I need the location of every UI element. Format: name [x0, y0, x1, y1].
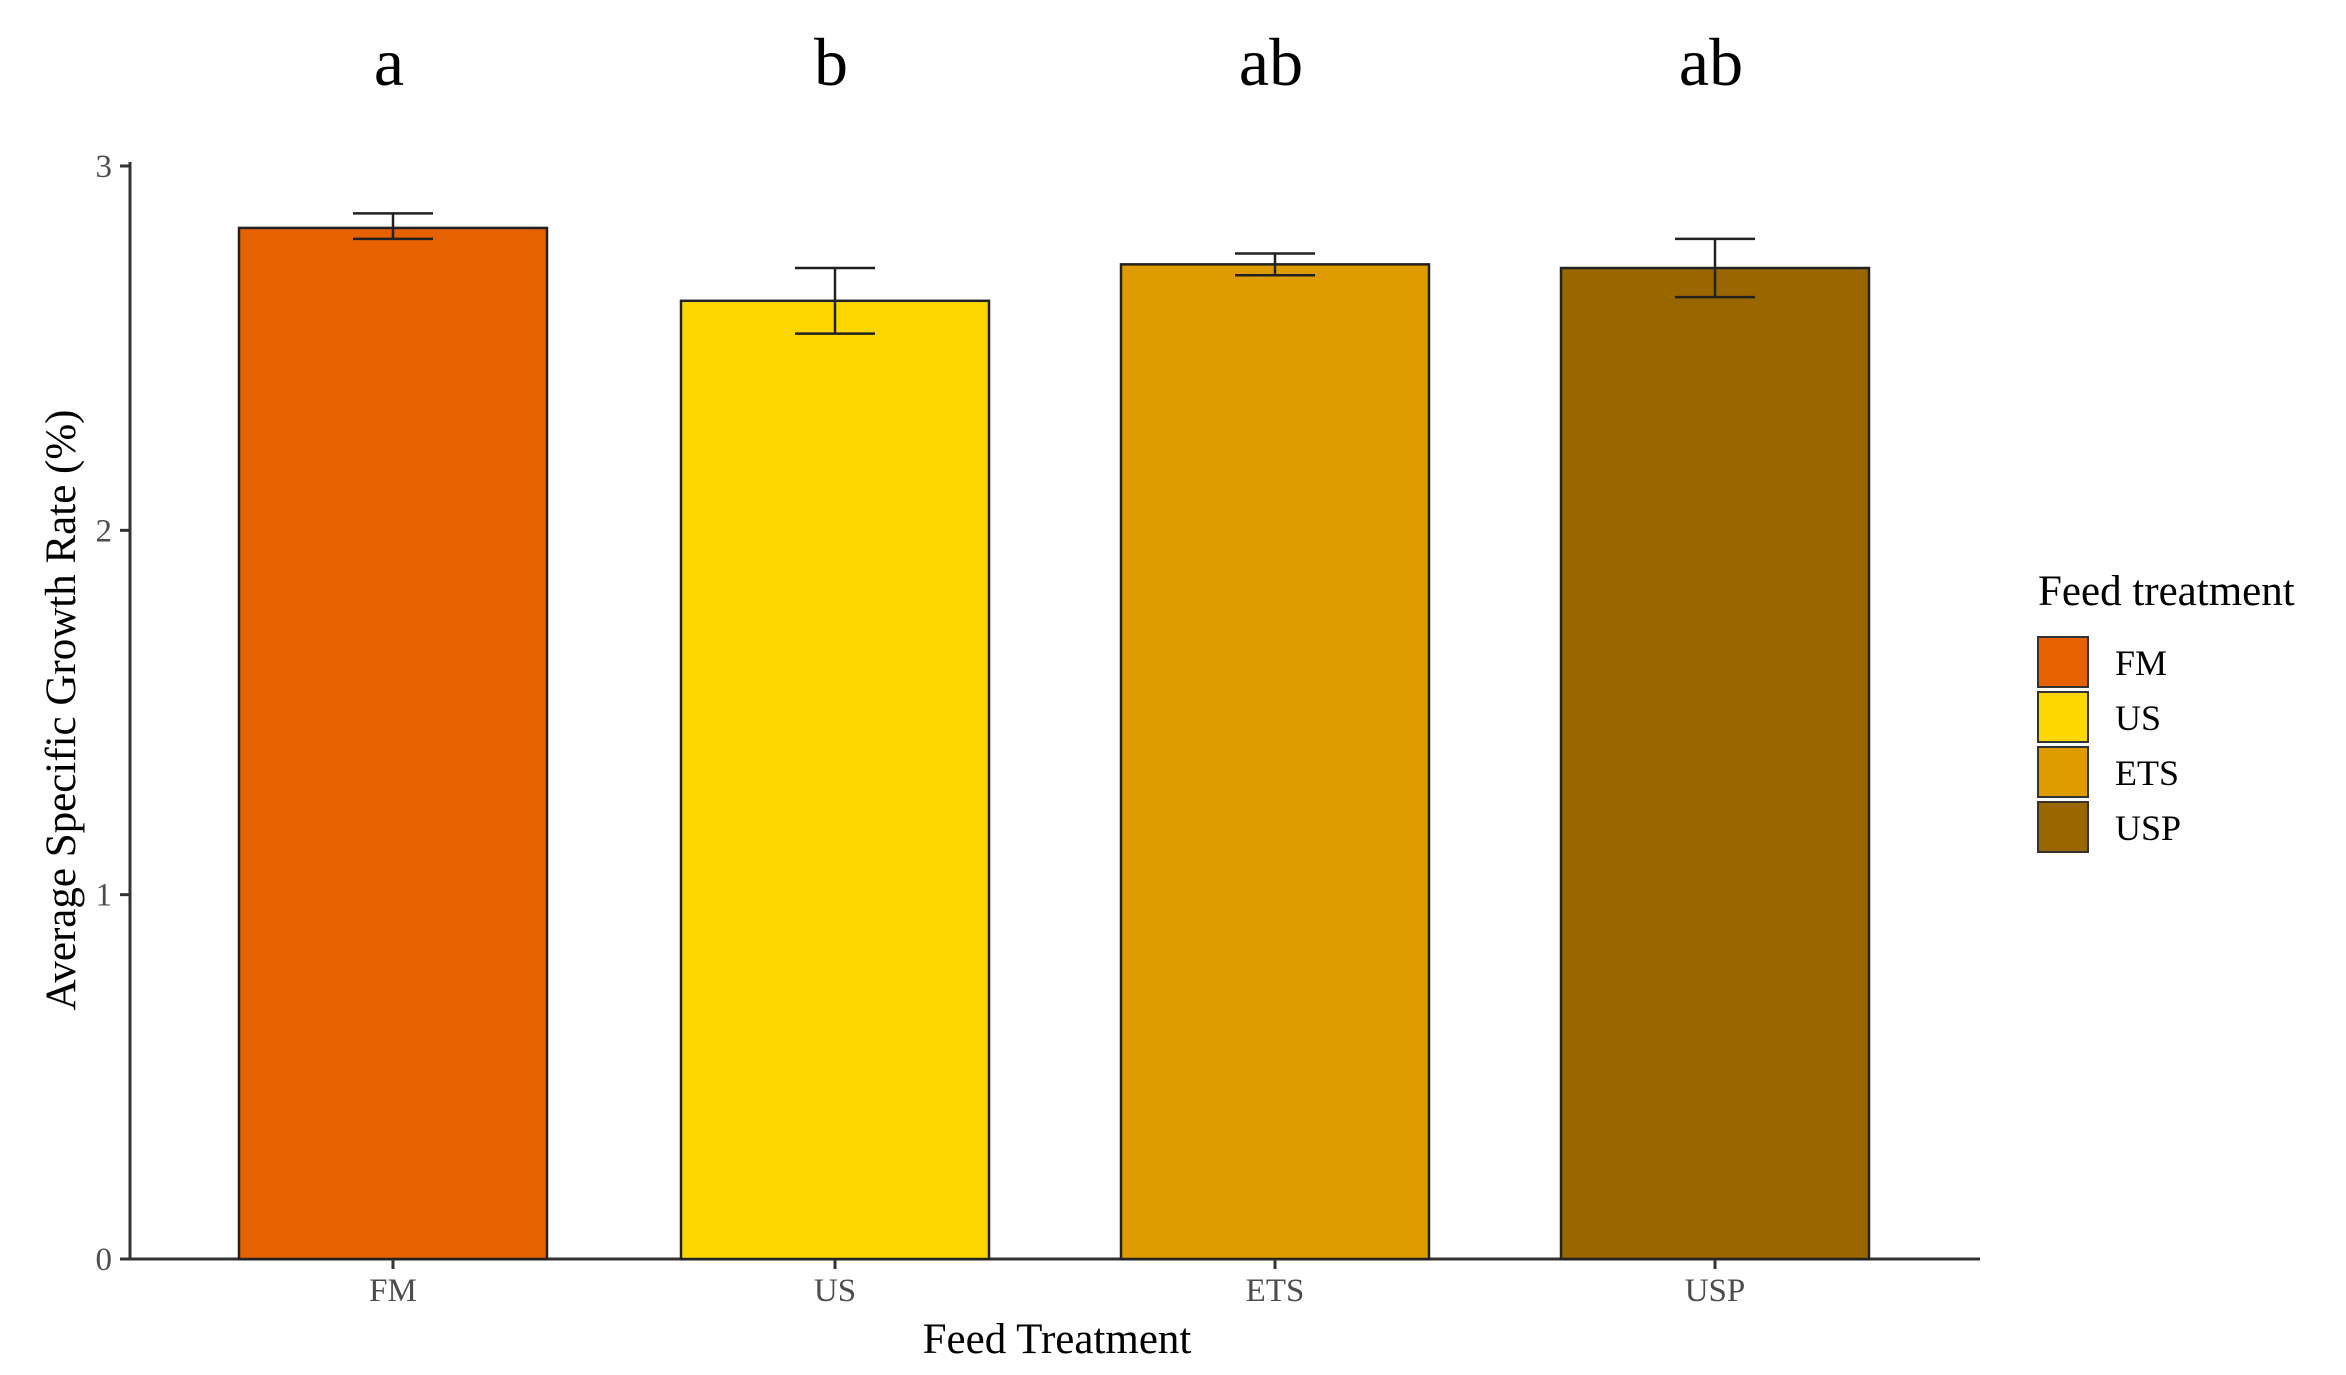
- y-tick-label: 2: [96, 513, 113, 549]
- bar-ets: [1119, 263, 1431, 1261]
- x-tick-label: ETS: [1246, 1273, 1305, 1309]
- y-axis-title: Average Specific Growth Rate (%): [38, 410, 85, 1011]
- bar-usp: [1559, 266, 1871, 1261]
- legend-key-usp: [2037, 801, 2089, 853]
- significance-letter: ab: [1239, 24, 1303, 100]
- legend-key-us: [2037, 691, 2089, 743]
- legend-label: FM: [2115, 643, 2167, 683]
- bar-us: [679, 299, 991, 1261]
- bar-fm: [237, 226, 549, 1261]
- y-tick-label: 3: [96, 149, 113, 185]
- significance-letter: ab: [1679, 24, 1743, 100]
- x-tick-label: USP: [1685, 1273, 1746, 1309]
- legend-label: US: [2115, 698, 2161, 738]
- y-tick-label: 0: [96, 1242, 113, 1278]
- legend-key-ets: [2037, 746, 2089, 798]
- x-tick-label: US: [814, 1273, 856, 1309]
- y-tick-label: 1: [96, 878, 113, 914]
- legend-title: Feed treatment: [2038, 568, 2295, 615]
- x-axis-title: Feed Treatment: [923, 1316, 1192, 1363]
- significance-letter: b: [814, 24, 848, 100]
- plot-area: 0 1 2 3 FM a US b ETS ab USP ab: [96, 24, 1980, 1309]
- x-tick-label: FM: [369, 1273, 417, 1309]
- legend: Feed treatment FM US ETS USP: [2037, 568, 2295, 853]
- significance-letter: a: [374, 24, 404, 100]
- legend-label: ETS: [2115, 753, 2179, 793]
- legend-label: USP: [2115, 808, 2181, 848]
- legend-key-fm: [2037, 636, 2089, 688]
